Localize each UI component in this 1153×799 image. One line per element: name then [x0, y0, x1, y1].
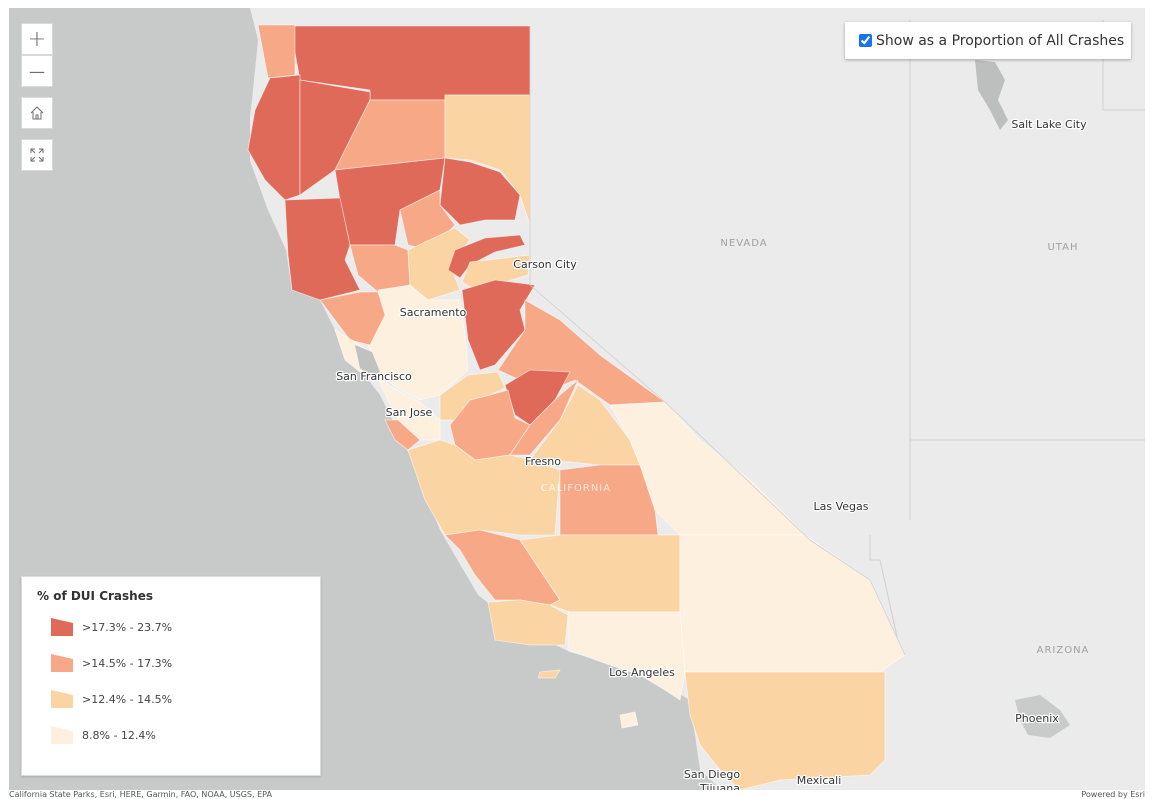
legend-swatch-icon: [51, 654, 73, 672]
legend-swatch-icon: [51, 726, 73, 744]
zoom-in-icon: +: [27, 26, 47, 52]
home-icon: [30, 106, 44, 120]
legend-item-label: >12.4% - 14.5%: [82, 692, 173, 706]
california-counties: [247, 24, 906, 790]
legend-item: >14.5% - 17.3%: [50, 653, 172, 673]
city-label-las-vegas: Las Vegas: [814, 500, 869, 513]
legend-panel: % of DUI Crashes >17.3% - 23.7% >14.5% -…: [21, 576, 321, 776]
legend-item-label: >17.3% - 23.7%: [82, 620, 173, 634]
zoom-out-icon: —: [29, 61, 45, 81]
home-button[interactable]: [21, 97, 53, 129]
city-label-san-diego: San Diego: [684, 768, 740, 781]
city-label-salt-lake-city: Salt Lake City: [1011, 118, 1087, 131]
legend-swatch-icon: [51, 618, 73, 636]
proportion-checkbox[interactable]: [859, 34, 872, 47]
legend-item: 8.8% - 12.4%: [50, 725, 156, 745]
legend-item: >12.4% - 14.5%: [50, 689, 172, 709]
bay-water: [355, 345, 380, 378]
proportion-toggle-panel: Show as a Proportion of All Crashes: [845, 22, 1131, 59]
great-salt-lake: [975, 60, 1008, 130]
region-label-california: CALIFORNIA: [541, 483, 611, 494]
legend-item-label: 8.8% - 12.4%: [82, 728, 156, 742]
proportion-checkbox-label[interactable]: Show as a Proportion of All Crashes: [876, 32, 1125, 49]
fullscreen-icon: [30, 148, 44, 162]
region-label-arizona: ARIZONA: [1037, 645, 1090, 656]
legend-swatch-icon: [51, 690, 73, 708]
legend-title: % of DUI Crashes: [37, 589, 153, 603]
city-label-carson-city: Carson City: [513, 258, 577, 271]
city-label-mexicali: Mexicali: [797, 774, 842, 787]
city-label-phoenix: Phoenix: [1015, 712, 1059, 725]
phoenix-urban: [1015, 695, 1070, 738]
fullscreen-button[interactable]: [21, 139, 53, 171]
city-label-los-angeles: Los Angeles: [609, 666, 675, 679]
zoom-out-button[interactable]: —: [21, 55, 53, 87]
city-label-san-francisco: San Francisco: [336, 370, 412, 383]
map-canvas[interactable]: Salt Lake City Carson City Sacramento Sa…: [9, 8, 1145, 790]
map-view[interactable]: Salt Lake City Carson City Sacramento Sa…: [9, 8, 1145, 790]
city-label-fresno: Fresno: [525, 455, 561, 468]
city-label-sacramento: Sacramento: [400, 306, 467, 319]
legend-item: >17.3% - 23.7%: [50, 617, 172, 637]
region-label-nevada: NEVADA: [720, 238, 767, 249]
region-label-utah: UTAH: [1047, 242, 1078, 253]
city-label-tijuana: Tijuana: [699, 782, 740, 790]
legend-item-label: >14.5% - 17.3%: [82, 656, 173, 670]
ca-nv-border: [529, 26, 906, 656]
city-label-san-jose: San Jose: [386, 406, 433, 419]
zoom-in-button[interactable]: +: [21, 23, 53, 55]
